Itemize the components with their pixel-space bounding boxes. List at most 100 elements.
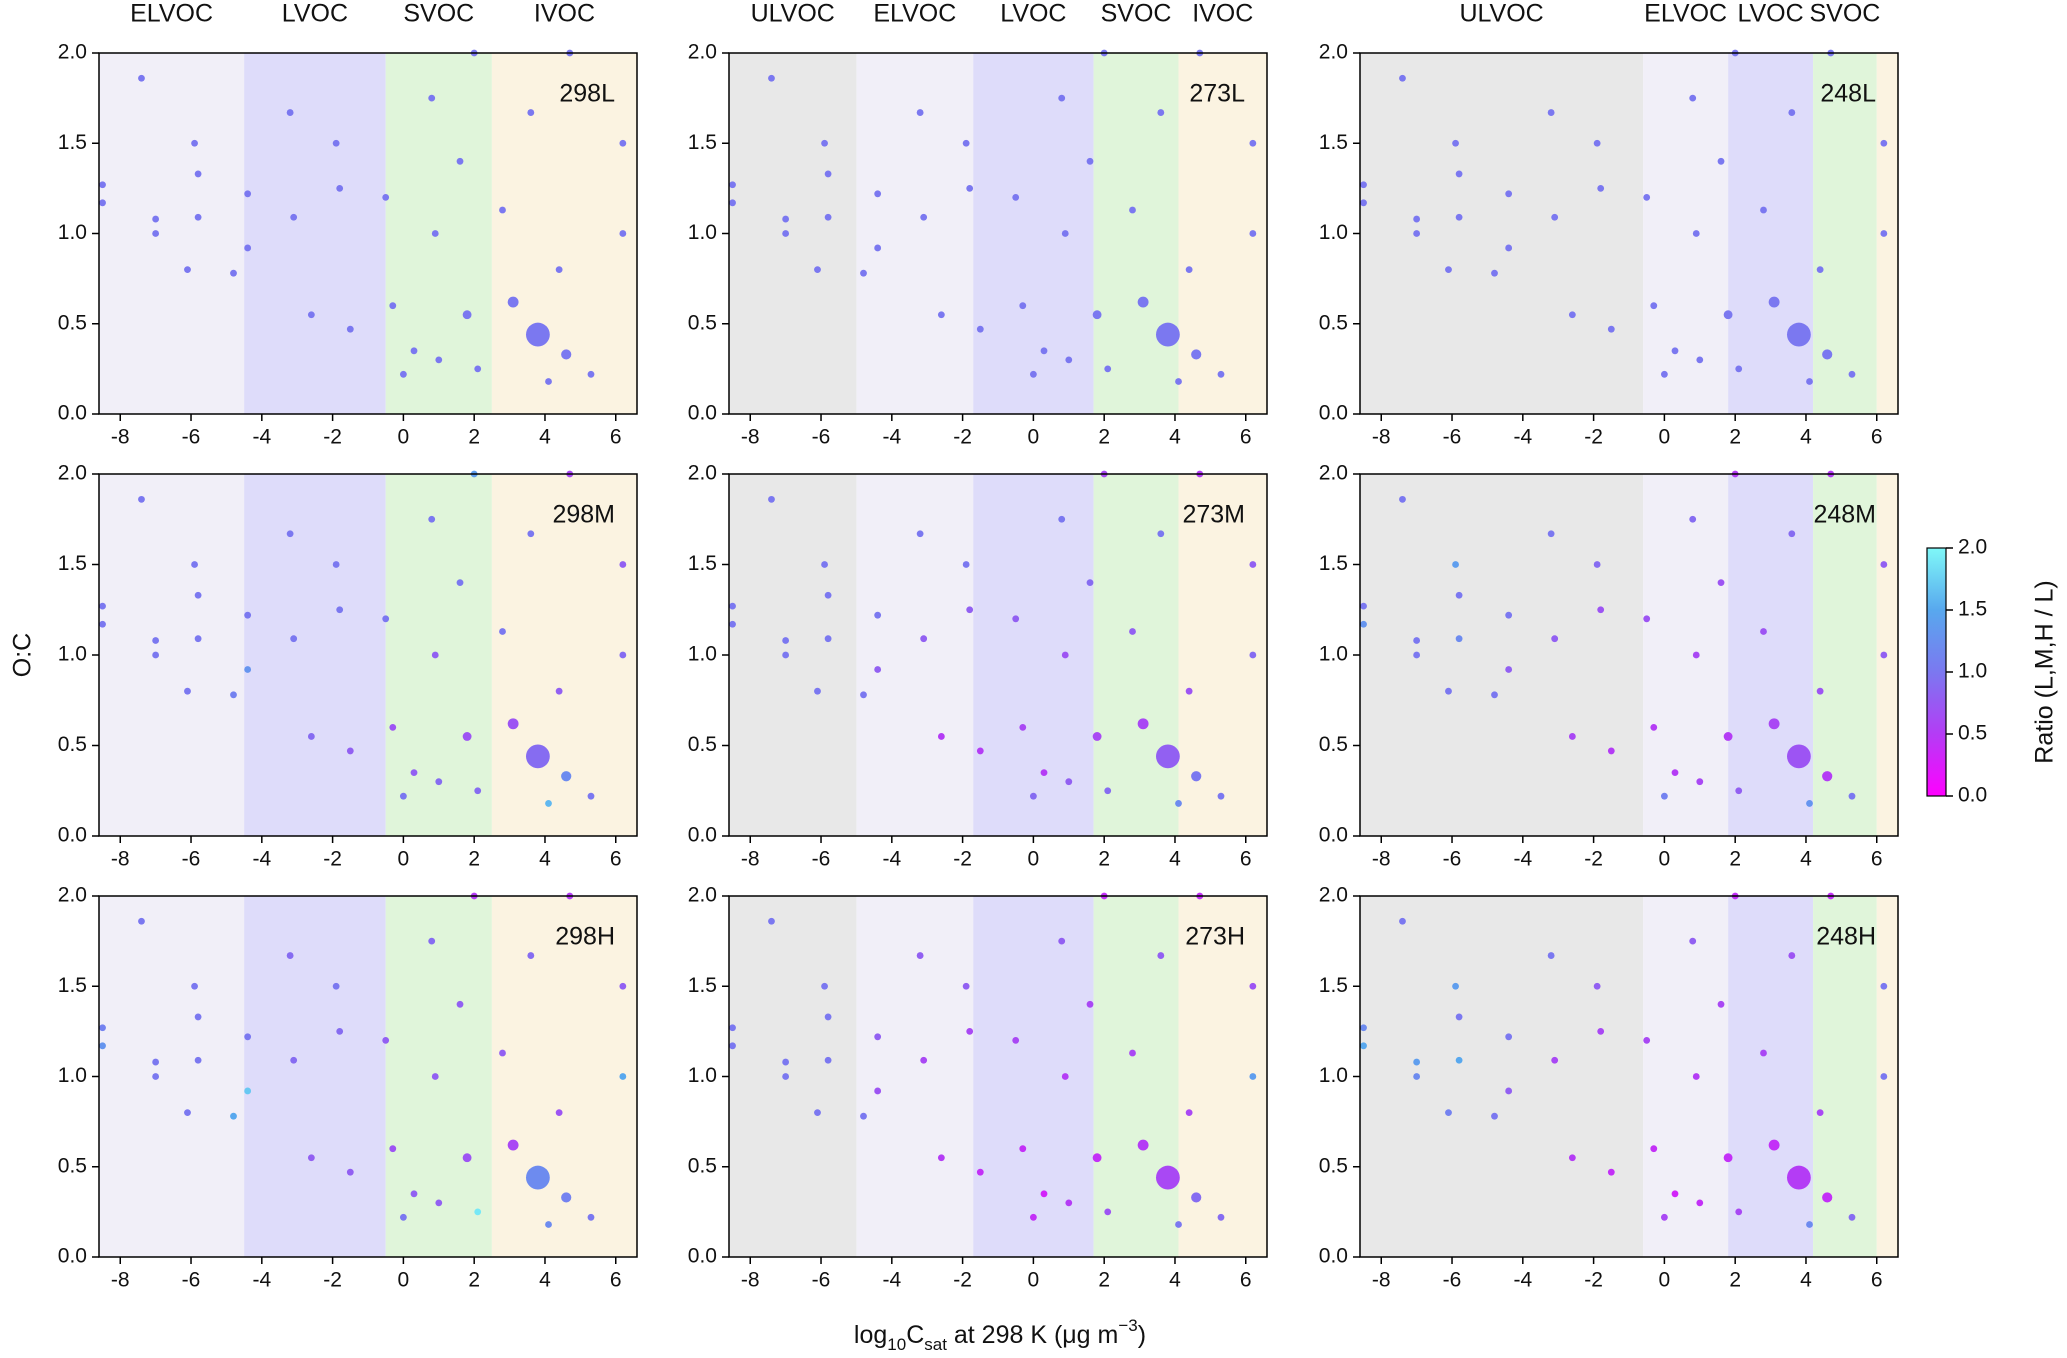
data-point <box>1593 139 1601 147</box>
data-point <box>1607 747 1615 755</box>
volatility-band <box>244 53 386 414</box>
x-tick-label: 0 <box>1659 426 1671 449</box>
band-name: ELVOC <box>873 0 956 28</box>
colorbar-tick-label: 0.0 <box>1958 784 1987 807</box>
data-point <box>1822 349 1833 360</box>
x-tick-label: 4 <box>1800 848 1812 871</box>
x-tick-label: -4 <box>1513 426 1532 449</box>
x-tick-label: -6 <box>812 848 831 871</box>
data-point <box>244 244 252 252</box>
x-tick-label: -8 <box>1372 1269 1391 1292</box>
data-point <box>152 651 160 659</box>
data-point <box>782 230 790 237</box>
data-point <box>920 635 928 643</box>
y-tick-label: 0.5 <box>58 733 87 756</box>
y-tick-label: 1.5 <box>58 974 87 997</box>
panel: -8 -6 -4 -2 0 2 4 6 0.0 0.5 1.0 1.5 2.0 298H <box>58 884 638 1292</box>
x-tick-label: -8 <box>111 426 130 449</box>
volatility-band <box>1876 53 1898 414</box>
volatility-band <box>729 53 857 414</box>
volatility-band <box>1643 896 1729 1257</box>
data-point <box>1012 615 1020 623</box>
data-point <box>1806 1221 1813 1228</box>
data-point <box>587 370 595 378</box>
data-point <box>1175 800 1182 807</box>
data-point <box>152 1058 160 1066</box>
data-point <box>1185 1109 1193 1116</box>
data-point <box>1058 94 1066 102</box>
volatility-band <box>1360 474 1644 836</box>
data-point <box>1788 952 1796 959</box>
data-point <box>768 495 775 503</box>
data-point <box>138 74 145 82</box>
data-point <box>332 982 340 990</box>
data-point <box>976 325 984 333</box>
y-tick-label: 1.0 <box>1319 643 1348 666</box>
data-point <box>307 311 315 319</box>
y-tick-label: 0.5 <box>688 1154 717 1177</box>
data-point <box>194 170 202 178</box>
data-point <box>1848 1213 1856 1221</box>
data-point <box>1786 322 1811 347</box>
data-point <box>410 1190 418 1198</box>
data-point <box>1760 1049 1767 1057</box>
x-tick-label: 2 <box>468 1269 480 1292</box>
panel-label: 273L <box>1189 80 1245 108</box>
data-point <box>1547 109 1555 116</box>
data-point <box>382 1037 390 1044</box>
panel: ELVOC LVOC SVOC IVOC -8 -6 -4 -2 0 2 4 6 0.0 0.5 1.0 1.… <box>58 0 638 449</box>
band-name: LVOC <box>1737 0 1803 28</box>
volatility-band <box>856 896 974 1257</box>
data-point <box>916 109 924 116</box>
data-point <box>1692 230 1700 237</box>
data-point <box>99 181 106 189</box>
y-tick-label: 0.5 <box>688 733 717 756</box>
data-point <box>1717 1000 1725 1008</box>
data-point <box>399 1213 407 1221</box>
x-tick-label: -2 <box>1584 1269 1603 1292</box>
data-point <box>619 561 627 568</box>
x-tick-label: -6 <box>1443 848 1462 871</box>
data-point <box>244 1033 252 1041</box>
data-point <box>507 296 519 308</box>
data-point <box>1593 561 1601 568</box>
data-point <box>138 917 145 925</box>
data-point <box>244 1087 252 1095</box>
data-point <box>1880 1073 1888 1080</box>
data-point <box>782 215 790 223</box>
data-point <box>527 109 535 116</box>
x-tick-label: 6 <box>610 426 622 449</box>
y-tick-label: 2.0 <box>688 41 717 64</box>
x-tick-label: -8 <box>1372 426 1391 449</box>
x-tick-label: 4 <box>1800 426 1812 449</box>
colorbar <box>1926 547 1947 797</box>
data-point <box>814 687 821 695</box>
data-point <box>1723 732 1733 741</box>
x-tick-label: 2 <box>1098 848 1110 871</box>
data-point <box>1137 718 1149 730</box>
x-tick-label: 6 <box>610 1269 622 1292</box>
data-point <box>1157 109 1165 116</box>
data-point <box>1157 530 1165 538</box>
data-point <box>474 365 482 373</box>
data-point <box>1249 561 1257 568</box>
data-point <box>382 615 390 623</box>
data-point <box>1768 1139 1780 1151</box>
data-point <box>1058 937 1066 945</box>
x-tick-label: -6 <box>1443 1269 1462 1292</box>
data-point <box>561 1192 572 1203</box>
x-tick-label: -6 <box>1443 426 1462 449</box>
data-point <box>346 747 354 755</box>
band-name: IVOC <box>534 0 595 28</box>
panel-label: 298H <box>555 923 615 951</box>
x-tick-label: 4 <box>539 1269 551 1292</box>
data-point <box>1413 215 1421 223</box>
data-point <box>619 651 627 659</box>
data-point <box>1547 530 1555 538</box>
data-point <box>336 184 344 192</box>
data-point <box>1643 615 1651 623</box>
band-name: ULVOC <box>1459 0 1543 28</box>
data-point <box>1786 1165 1811 1190</box>
x-tick-label: 2 <box>468 848 480 871</box>
data-point <box>431 651 439 659</box>
